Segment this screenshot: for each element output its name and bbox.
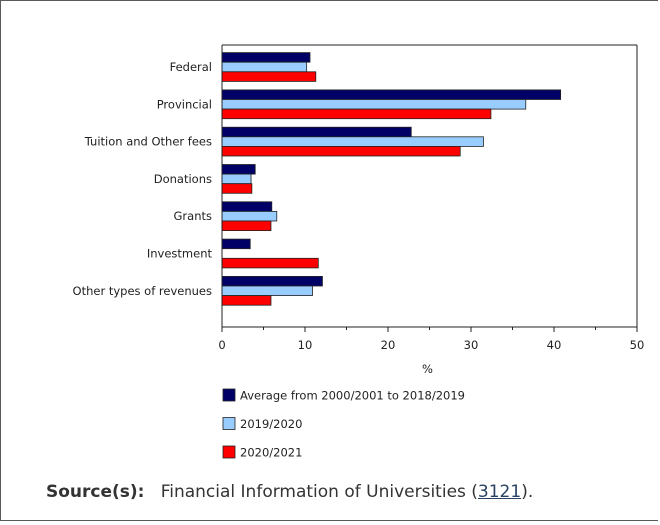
category-label: Provincial [157,97,212,111]
legend-swatch [222,388,236,402]
category-label: Tuition and Other fees [84,135,212,149]
x-axis-label: % [422,362,433,376]
bar [221,275,323,287]
bar [221,257,319,269]
legend-label: 2019/2020 [240,417,302,431]
bar [221,52,311,63]
bar [221,201,273,212]
bar [221,99,527,110]
category-label: Federal [170,60,212,74]
bar [221,220,272,232]
source-text: Financial Information of Universities ( [160,482,478,502]
source-label: Source(s): [46,482,145,502]
bar [221,71,317,82]
category-label: Other types of revenues [73,284,212,298]
x-tick-label: 10 [298,338,313,352]
legend-swatch [222,445,236,459]
bar [221,164,256,175]
bar [221,183,253,194]
bar [221,108,492,120]
x-tick-label: 20 [381,338,396,352]
source-link[interactable]: 3121 [477,482,522,502]
legend-swatch [222,417,236,430]
bar [221,145,461,157]
x-tick-label: 0 [218,338,225,352]
category-label: Donations [154,172,212,186]
category-label: Investment [147,247,213,261]
legend-label: 2020/2021 [240,446,302,460]
bar [221,285,313,297]
bar [221,126,412,138]
source-suffix: ). [521,482,534,502]
bar [221,210,278,222]
category-label: Grants [174,209,212,223]
source-note: Source(s): Financial Information of Univ… [46,482,533,502]
x-tick-label: 50 [630,338,645,352]
x-tick-label: 30 [464,338,479,352]
bar [221,89,562,100]
legend-label: Average from 2000/2001 to 2018/2019 [240,389,465,403]
bar [221,136,484,147]
x-tick-label: 40 [547,338,562,352]
bar [221,238,251,250]
bar [221,61,308,73]
bar-chart: Federal Provincial Tuition and Other fees D… [73,44,645,460]
bar [221,173,252,185]
bar [221,295,272,306]
